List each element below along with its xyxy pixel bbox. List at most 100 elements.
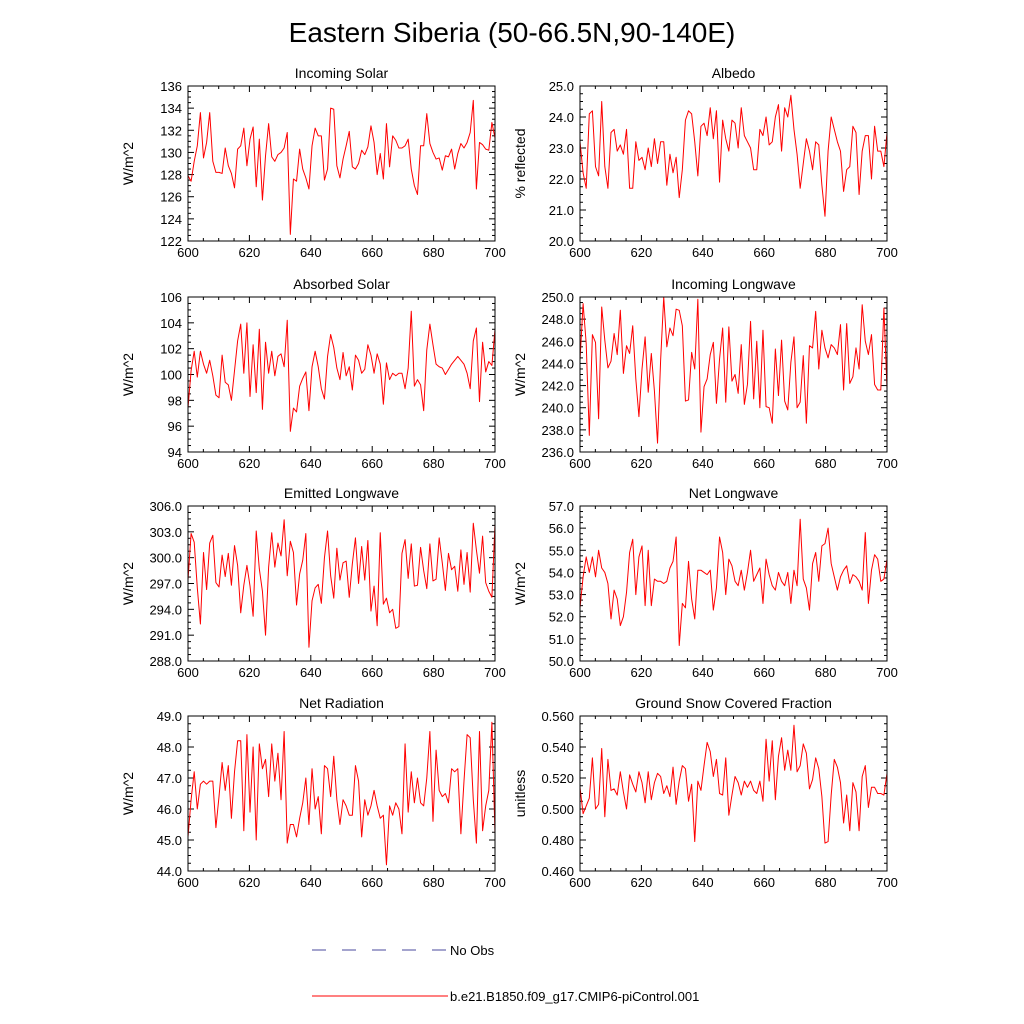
plot-frame — [579, 715, 888, 872]
y-tick-label: 122 — [160, 234, 182, 249]
y-axis-label: W/m^2 — [120, 142, 136, 185]
x-tick-label: 620 — [239, 245, 261, 260]
x-tick-label: 660 — [753, 665, 775, 680]
x-tick-label: 660 — [753, 456, 775, 471]
x-tick-label: 680 — [423, 456, 445, 471]
x-tick-label: 700 — [484, 245, 506, 260]
figure-title: Eastern Siberia (50-66.5N,90-140E) — [289, 17, 736, 48]
x-tick-label: 640 — [692, 665, 714, 680]
y-tick-label: 0.500 — [541, 802, 574, 817]
x-tick-label: 600 — [177, 875, 199, 890]
y-tick-label: 102 — [160, 342, 182, 357]
plot-frame — [187, 715, 496, 872]
x-tick-label: 600 — [569, 456, 591, 471]
y-tick-label: 134 — [160, 101, 182, 116]
x-tick-label: 700 — [484, 875, 506, 890]
y-tick-label: 52.0 — [549, 610, 574, 625]
x-tick-label: 640 — [300, 875, 322, 890]
x-tick-label: 640 — [300, 456, 322, 471]
y-tick-label: 240.0 — [541, 401, 574, 416]
y-tick-label: 136 — [160, 79, 182, 94]
x-tick-label: 660 — [361, 456, 383, 471]
y-axis-label: W/m^2 — [512, 353, 528, 396]
chart-panel-1: Incoming Solar W/m^2 600 620 640 660 680 700 122… — [120, 65, 506, 260]
y-tick-label: 0.560 — [541, 709, 574, 724]
chart-title: Emitted Longwave — [284, 485, 399, 501]
y-tick-label: 24.0 — [549, 110, 574, 125]
chart-title: Net Longwave — [689, 485, 779, 501]
y-tick-label: 49.0 — [157, 709, 182, 724]
y-tick-label: 50.0 — [549, 654, 574, 669]
chart-title: Ground Snow Covered Fraction — [635, 695, 832, 711]
chart-title: Incoming Longwave — [671, 276, 796, 292]
x-tick-label: 680 — [815, 245, 837, 260]
y-tick-label: 300.0 — [149, 551, 182, 566]
x-tick-label: 600 — [569, 245, 591, 260]
y-tick-label: 51.0 — [549, 632, 574, 647]
x-tick-label: 700 — [876, 245, 898, 260]
y-tick-label: 104 — [160, 316, 182, 331]
x-tick-label: 620 — [631, 665, 653, 680]
y-tick-label: 126 — [160, 190, 182, 205]
y-tick-label: 54.0 — [549, 565, 574, 580]
y-tick-label: 100 — [160, 368, 182, 383]
chart-title: Absorbed Solar — [293, 276, 390, 292]
series-line — [187, 99, 496, 235]
x-tick-label: 600 — [177, 456, 199, 471]
y-tick-label: 288.0 — [149, 654, 182, 669]
y-axis-label: % reflected — [512, 128, 528, 198]
plot-frame — [187, 505, 496, 662]
y-tick-label: 124 — [160, 212, 182, 227]
x-tick-label: 680 — [423, 665, 445, 680]
y-tick-label: 48.0 — [157, 740, 182, 755]
y-tick-label: 242.0 — [541, 379, 574, 394]
series-line — [579, 296, 888, 444]
y-tick-label: 46.0 — [157, 802, 182, 817]
x-tick-label: 680 — [815, 875, 837, 890]
y-tick-label: 96 — [168, 419, 182, 434]
x-tick-label: 600 — [177, 245, 199, 260]
x-tick-label: 660 — [753, 875, 775, 890]
y-tick-label: 0.480 — [541, 833, 574, 848]
plot-frame — [187, 296, 496, 453]
legend-label-no-obs: No Obs — [450, 943, 495, 958]
y-axis-label: W/m^2 — [512, 562, 528, 605]
y-axis-label: W/m^2 — [120, 562, 136, 605]
y-tick-label: 294.0 — [149, 602, 182, 617]
x-tick-label: 700 — [876, 665, 898, 680]
chart-title: Albedo — [712, 65, 756, 81]
y-tick-label: 306.0 — [149, 499, 182, 514]
chart-title: Net Radiation — [299, 695, 384, 711]
plot-frame — [579, 505, 888, 662]
x-tick-label: 680 — [423, 245, 445, 260]
y-tick-label: 44.0 — [157, 864, 182, 879]
legend-label-model: b.e21.B1850.f09_g17.CMIP6-piControl.001 — [450, 989, 699, 1004]
y-tick-label: 248.0 — [541, 312, 574, 327]
chart-panel-6: Net Longwave W/m^2 600 620 640 660 680 700 50.0 5… — [512, 485, 898, 680]
chart-panel-5: Emitted Longwave W/m^2 600 620 640 660 680 700 2… — [120, 485, 506, 680]
x-tick-label: 620 — [239, 665, 261, 680]
x-tick-label: 640 — [692, 875, 714, 890]
y-tick-label: 21.0 — [549, 203, 574, 218]
plot-frame — [579, 296, 888, 453]
y-tick-label: 25.0 — [549, 79, 574, 94]
y-tick-label: 53.0 — [549, 588, 574, 603]
x-tick-label: 620 — [631, 456, 653, 471]
y-tick-label: 297.0 — [149, 577, 182, 592]
y-tick-label: 22.0 — [549, 172, 574, 187]
y-axis-label: W/m^2 — [120, 772, 136, 815]
y-tick-label: 303.0 — [149, 525, 182, 540]
x-tick-label: 660 — [361, 875, 383, 890]
y-tick-label: 57.0 — [549, 499, 574, 514]
y-tick-label: 56.0 — [549, 521, 574, 536]
y-tick-label: 291.0 — [149, 628, 182, 643]
series-line — [187, 519, 496, 648]
x-tick-label: 600 — [177, 665, 199, 680]
plot-frame — [579, 85, 888, 242]
chart-panel-3: Absorbed Solar W/m^2 600 620 640 660 680 700 94 9… — [120, 276, 506, 471]
chart-panel-2: Albedo % reflected 600 620 640 660 680 700 20.0 2… — [512, 65, 898, 260]
y-tick-label: 128 — [160, 168, 182, 183]
y-tick-label: 0.460 — [541, 864, 574, 879]
series-line — [579, 94, 888, 217]
